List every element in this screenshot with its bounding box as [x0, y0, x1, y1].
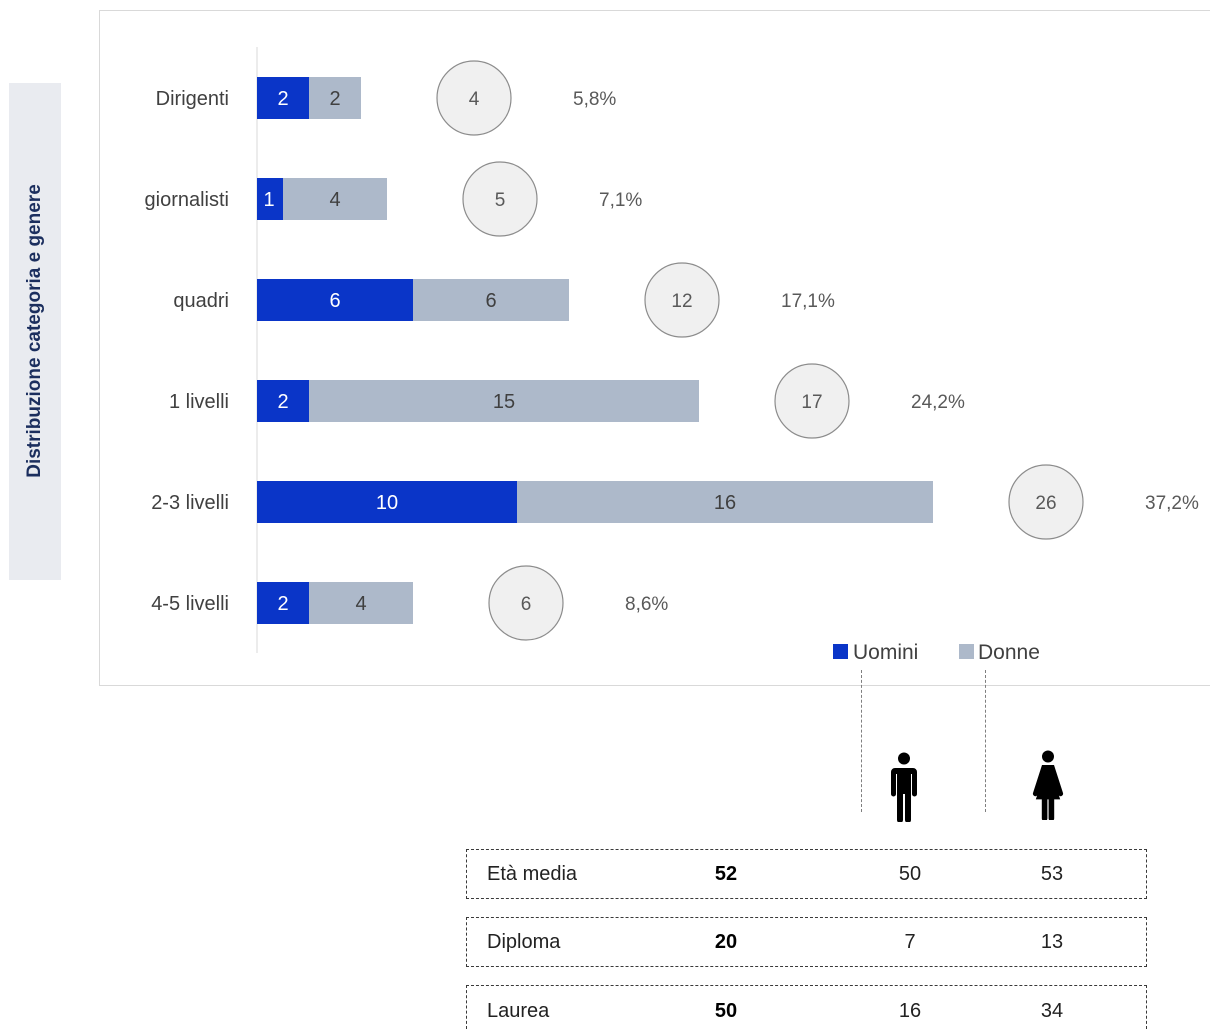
stat-label: Età media	[487, 862, 578, 885]
bar-donne-label: 4	[329, 189, 340, 211]
bar-donne	[413, 279, 569, 321]
percentage-label: 7,1%	[599, 190, 642, 211]
side-label-text: Distribuzione categoria e genere	[24, 184, 45, 478]
total-bubble-label: 4	[469, 89, 480, 110]
category-label: 1 livelli	[169, 391, 229, 413]
woman-icon	[1032, 750, 1064, 820]
chart-frame: Dirigenti 2 2 4 5,8% giornalisti 1 4 5 7,1% quadri…	[99, 10, 1210, 686]
side-label-panel: Distribuzione categoria e genere	[9, 83, 61, 580]
bar-donne-label: 2	[329, 88, 340, 110]
category-label: giornalisti	[145, 189, 229, 211]
total-bubble-label: 17	[801, 392, 822, 413]
stat-total: 52	[714, 862, 738, 885]
stat-label: Laurea	[487, 999, 550, 1022]
bar-chart: Dirigenti 2 2 4 5,8% giornalisti 1 4 5 7,1% quadri…	[145, 47, 1199, 664]
stat-row-diploma: Diploma 20 7 13	[466, 917, 1147, 967]
total-bubble-label: 26	[1035, 493, 1056, 514]
bar-donne	[283, 178, 387, 220]
bar-uomini	[257, 77, 309, 119]
stat-row-eta-media: Età media 52 50 53	[466, 849, 1147, 899]
stat-total: 50	[714, 999, 738, 1022]
percentage-label: 8,6%	[625, 594, 668, 615]
stat-women: 13	[1040, 930, 1064, 953]
total-bubble-label: 6	[521, 594, 532, 615]
men-connector-line	[861, 670, 862, 812]
percentage-label: 37,2%	[1145, 493, 1199, 514]
category-label: quadri	[173, 290, 229, 312]
bar-uomini	[257, 380, 309, 422]
stat-row-laurea: Laurea 50 16 34	[466, 985, 1147, 1029]
bar-donne-label: 6	[485, 290, 496, 312]
bar-donne-label: 4	[355, 593, 366, 615]
total-bubble-label: 12	[671, 291, 692, 312]
total-bubble	[488, 565, 564, 641]
total-bubble	[462, 161, 538, 237]
legend-label-donne: Donne	[978, 641, 1040, 664]
stat-label: Diploma	[487, 930, 561, 953]
legend-swatch-uomini	[833, 644, 848, 659]
bar-uomini	[257, 582, 309, 624]
bar-uomini	[257, 481, 517, 523]
stat-total: 20	[714, 930, 738, 953]
total-bubble	[1008, 464, 1084, 540]
bar-uomini-label: 2	[277, 88, 288, 110]
bar-donne	[517, 481, 933, 523]
legend-label-uomini: Uomini	[853, 641, 918, 664]
stat-women: 34	[1040, 999, 1064, 1022]
percentage-label: 17,1%	[781, 291, 835, 312]
bar-uomini-label: 2	[277, 593, 288, 615]
man-icon	[891, 752, 917, 822]
bar-donne	[309, 380, 699, 422]
percentage-label: 5,8%	[573, 89, 616, 110]
category-label: 2-3 livelli	[151, 492, 229, 514]
stat-men: 50	[898, 862, 922, 885]
legend-swatch-donne	[959, 644, 974, 659]
stat-women: 53	[1040, 862, 1064, 885]
bar-uomini-label: 6	[329, 290, 340, 312]
bar-uomini	[257, 178, 283, 220]
percentage-label: 24,2%	[911, 392, 965, 413]
total-bubble	[774, 363, 850, 439]
women-connector-line	[985, 670, 986, 812]
bar-donne-label: 15	[493, 391, 515, 413]
category-label: Dirigenti	[156, 88, 229, 110]
bar-uomini-label: 10	[376, 492, 398, 514]
total-bubble-label: 5	[495, 190, 506, 211]
total-bubble	[436, 60, 512, 136]
bar-donne	[309, 77, 361, 119]
bar-uomini-label: 2	[277, 391, 288, 413]
bar-donne-label: 16	[714, 492, 736, 514]
total-bubble	[644, 262, 720, 338]
stat-men: 7	[904, 930, 916, 953]
bar-uomini-label: 1	[263, 189, 274, 211]
bar-donne	[309, 582, 413, 624]
category-label: 4-5 livelli	[151, 593, 229, 615]
bar-uomini	[257, 279, 413, 321]
stat-men: 16	[898, 999, 922, 1022]
